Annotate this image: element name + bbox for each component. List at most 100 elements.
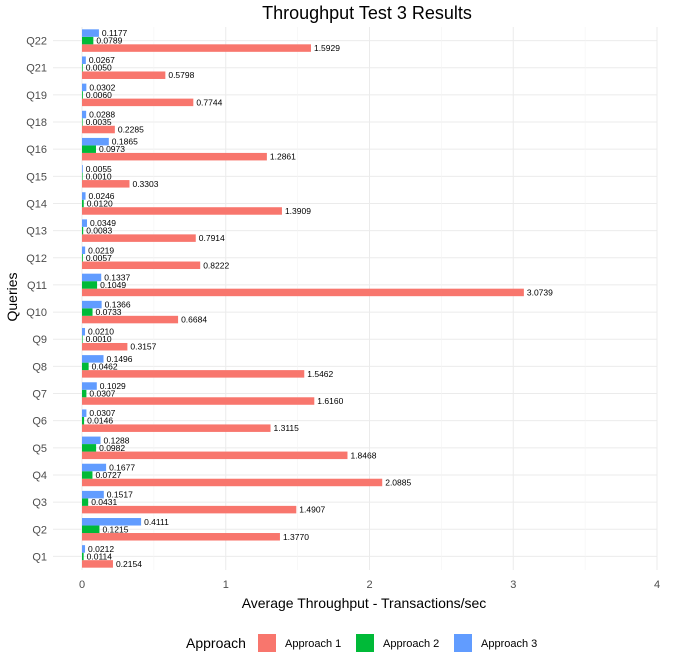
bar-approach-1-q14 [82,207,282,215]
legend-swatch-approach-2 [356,634,374,652]
data-label: 0.7744 [196,97,222,107]
bar-approach-3-q3 [82,490,104,499]
bar-approach-3-q10 [82,300,102,309]
x-tick-label: 3 [510,579,516,591]
y-tick-labels: Q1 Q2 Q3 Q4 Q5 Q6 Q7 Q8 Q9 Q10 Q11 Q12 Q13 Q14 Q15 Q16 Q… [26,36,47,564]
y-tick-label: Q18 [26,117,47,129]
data-label: 0.1177 [102,28,128,38]
y-tick-label: Q21 [26,63,47,75]
bar-approach-1-q15 [82,180,130,188]
data-label: 1.3770 [283,532,309,542]
chart-title: Throughput Test 3 Results [262,3,472,23]
y-tick-label: Q15 [26,171,47,183]
bar-approach-2-q10 [82,308,93,316]
y-tick-label: Q19 [26,90,47,102]
bar-approach-3-q18 [82,110,87,119]
bar-approach-1-q5 [82,451,348,460]
legend-entry: Approach 1 [285,638,341,650]
y-tick-label: Q7 [32,389,47,401]
y-tick-label: Q10 [26,307,47,319]
data-label: 0.0083 [86,226,112,236]
data-label: 2.0885 [385,477,411,487]
bar-approach-2-q2 [82,525,100,534]
data-label: 0.0733 [96,307,122,317]
bar-approach-2-q19 [82,91,83,99]
data-label: 0.1049 [100,280,126,290]
y-tick-label: Q1 [32,551,47,563]
bar-approach-2-q3 [82,498,89,506]
data-label: 0.1865 [112,137,138,147]
y-tick-label: Q22 [26,36,47,48]
data-label: 1.3909 [285,206,311,216]
data-label: 0.0114 [87,551,113,561]
y-axis-label: Queries [4,272,20,321]
bar-approach-1-q3 [82,505,297,514]
bar-approach-3-q21 [82,56,86,64]
data-label: 0.0307 [89,408,115,418]
legend-swatch-approach-3 [454,634,472,652]
bar-approach-1-q13 [82,234,196,242]
data-label: 1.2861 [270,152,296,162]
bar-approach-1-q10 [82,315,179,324]
data-label: 0.0267 [89,55,115,65]
data-label: 0.0302 [89,82,115,92]
bar-approach-2-q13 [82,226,84,235]
bar-approach-1-q21 [82,71,166,79]
data-label: 0.0055 [86,164,112,174]
bar-approach-1-q9 [82,342,128,351]
data-label: 0.2285 [118,125,144,135]
y-tick-label: Q5 [32,443,47,455]
data-label: 0.1366 [105,300,131,310]
bar-approach-2-q6 [82,416,85,425]
bars [82,29,524,568]
bar-approach-3-q5 [82,436,101,445]
data-label: 0.0431 [91,497,117,507]
bar-approach-1-q11 [82,288,524,297]
x-axis-label: Average Throughput - Transactions/sec [242,595,487,611]
bar-approach-3-q13 [82,219,88,227]
bar-approach-2-q8 [82,362,89,371]
data-label: 0.5798 [168,70,194,80]
y-tick-label: Q2 [32,524,47,536]
y-tick-label: Q4 [32,470,47,482]
x-tick-label: 0 [79,579,85,591]
legend-entry: Approach 2 [383,638,439,650]
y-tick-label: Q3 [32,497,47,509]
y-tick-label: Q6 [32,416,47,428]
data-label: 0.0212 [88,544,114,554]
bar-approach-1-q12 [82,261,201,270]
data-label: 1.6160 [317,396,343,406]
bar-approach-1-q19 [82,98,194,107]
bar-approach-2-q18 [82,118,83,126]
data-label: 1.5929 [314,43,340,53]
data-label: 0.0727 [95,470,121,480]
data-label: 1.3115 [274,423,300,433]
bar-approach-2-q21 [82,63,83,72]
data-label: 1.4907 [299,505,325,515]
bar-approach-3-q19 [82,83,87,92]
bar-approach-2-q22 [82,36,94,45]
bar-approach-3-q12 [82,246,86,255]
data-label: 0.1288 [104,435,130,445]
data-label: 0.0349 [90,218,116,228]
bar-approach-2-q16 [82,145,96,153]
data-label: 0.0973 [99,144,125,154]
bar-approach-1-q2 [82,533,280,541]
bar-approach-2-q12 [82,254,83,262]
data-label: 0.0789 [96,36,122,46]
data-label: 0.0210 [88,327,114,337]
data-label: 0.4111 [144,517,169,527]
data-label: 0.1337 [104,272,130,282]
data-label: 1.5462 [307,369,333,379]
bar-approach-2-q4 [82,471,93,479]
data-label: 0.1517 [107,490,133,500]
y-tick-label: Q8 [32,361,47,373]
data-label: 0.0246 [89,191,115,201]
x-tick-label: 2 [366,579,372,591]
bar-approach-3-q11 [82,273,102,282]
bar-approach-1-q8 [82,370,305,378]
bar-approach-1-q16 [82,152,267,161]
data-label: 0.0307 [89,389,115,399]
data-label: 0.1677 [109,462,135,472]
bar-approach-2-q5 [82,444,97,452]
